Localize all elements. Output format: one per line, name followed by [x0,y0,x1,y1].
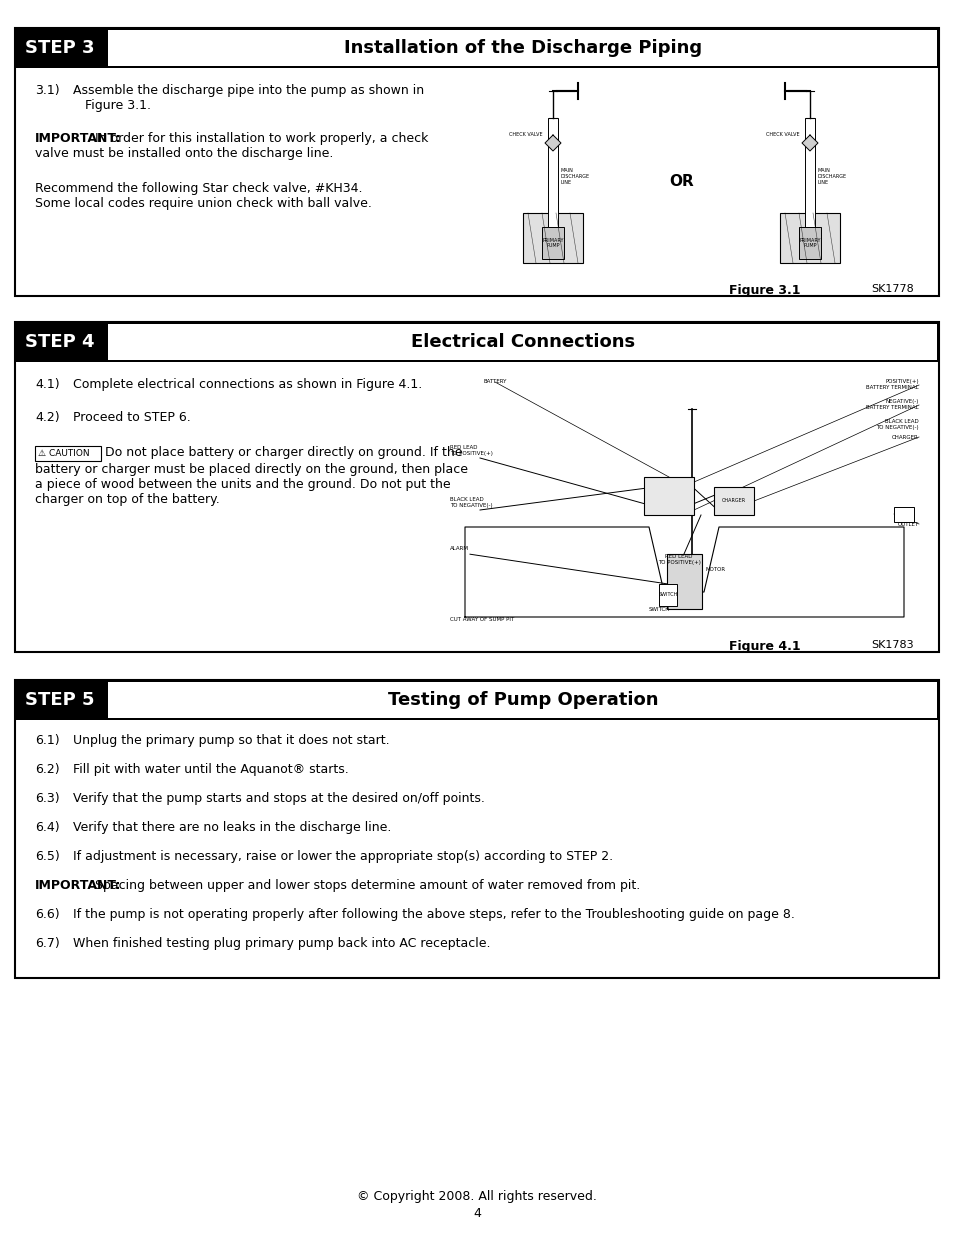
Text: Fill pit with water until the Aquanot® starts.: Fill pit with water until the Aquanot® s… [73,763,349,776]
Text: OUTLET: OUTLET [897,522,918,527]
Text: SWITCH: SWITCH [648,606,669,613]
Text: 6.5): 6.5) [35,850,60,863]
Bar [15,28,938,68]
Bar [108,682,936,718]
Text: 6.7): 6.7) [35,937,60,950]
Text: 6.1): 6.1) [35,734,59,747]
Text: SWITCH: SWITCH [658,593,677,598]
Text: STEP 3: STEP 3 [25,40,94,57]
Bar [643,477,693,515]
Bar [713,487,753,515]
Polygon shape [801,135,817,151]
Text: IMPORTANT:: IMPORTANT: [35,879,121,892]
Bar [522,212,582,263]
Text: battery or charger must be placed directly on the ground, then place: battery or charger must be placed direct… [35,463,468,475]
Text: Recommend the following Star check valve, #KH34.: Recommend the following Star check valve… [35,182,362,195]
Text: Electrical Connections: Electrical Connections [411,333,635,351]
Text: IMPORTANT:: IMPORTANT: [35,132,121,144]
Text: When finished testing plug primary pump back into AC receptacle.: When finished testing plug primary pump … [73,937,490,950]
Text: SK1783: SK1783 [870,640,913,650]
Bar [108,30,936,65]
Text: 6.3): 6.3) [35,792,59,805]
Bar [15,322,938,362]
Text: Installation of the Discharge Piping: Installation of the Discharge Piping [344,40,701,57]
Text: 6.4): 6.4) [35,821,59,834]
Text: CHECK VALVE: CHECK VALVE [765,132,800,137]
Text: Complete electrical connections as shown in Figure 4.1.: Complete electrical connections as shown… [73,378,422,391]
Bar [15,322,938,652]
Text: OR: OR [669,174,694,189]
Text: 3.1): 3.1) [35,84,59,98]
Bar [15,680,938,720]
Text: BATTERY: BATTERY [483,379,506,384]
Text: charger on top of the battery.: charger on top of the battery. [35,493,219,506]
Text: Testing of Pump Operation: Testing of Pump Operation [388,692,659,709]
Text: If adjustment is necessary, raise or lower the appropriate stop(s) according to : If adjustment is necessary, raise or low… [73,850,613,863]
Text: PRIMARY
PUMP: PRIMARY PUMP [799,237,820,248]
Text: CHECK VALVE: CHECK VALVE [509,132,542,137]
Bar [666,555,701,609]
Text: Figure 4.1: Figure 4.1 [728,640,800,653]
Text: BLACK LEAD
TO NEGATIVE(-): BLACK LEAD TO NEGATIVE(-) [876,419,918,430]
Text: MAIN
DISCHARGE
LINE: MAIN DISCHARGE LINE [560,168,590,184]
Text: Proceed to STEP 6.: Proceed to STEP 6. [73,411,191,424]
Text: MAIN
DISCHARGE
LINE: MAIN DISCHARGE LINE [817,168,846,184]
Text: Some local codes require union check with ball valve.: Some local codes require union check wit… [35,198,372,210]
Text: RED LEAD
TO POSITIVE(+): RED LEAD TO POSITIVE(+) [450,445,493,456]
Text: Verify that there are no leaks in the discharge line.: Verify that there are no leaks in the di… [73,821,391,834]
Text: ALARM: ALARM [450,547,469,552]
Text: In order for this installation to work properly, a check: In order for this installation to work p… [91,132,428,144]
Text: Figure 3.1: Figure 3.1 [728,284,800,296]
Text: POSITIVE(+)
BATTERY TERMINAL: POSITIVE(+) BATTERY TERMINAL [865,379,918,390]
Bar [108,324,936,359]
Bar [804,119,814,227]
Text: NEGATIVE(-)
BATTERY TERMINAL: NEGATIVE(-) BATTERY TERMINAL [865,399,918,410]
Bar [547,119,558,227]
Text: a piece of wood between the units and the ground. Do not put the: a piece of wood between the units and th… [35,478,450,492]
Bar [780,212,840,263]
Text: RED LEAD
TO POSITIVE(+): RED LEAD TO POSITIVE(+) [657,555,700,564]
Text: SK1778: SK1778 [870,284,913,294]
Text: BLACK LEAD
TO NEGATIVE(-): BLACK LEAD TO NEGATIVE(-) [450,496,492,508]
Text: If the pump is not operating properly after following the above steps, refer to : If the pump is not operating properly af… [73,908,794,921]
Text: Assemble the discharge pipe into the pump as shown in: Assemble the discharge pipe into the pum… [73,84,424,98]
Bar [35,446,101,461]
Bar [541,227,563,259]
Text: Spacing between upper and lower stops determine amount of water removed from pit: Spacing between upper and lower stops de… [91,879,639,892]
Text: CHARGER: CHARGER [891,435,918,440]
Text: Unplug the primary pump so that it does not start.: Unplug the primary pump so that it does … [73,734,389,747]
Bar [659,584,677,606]
Text: Do not place battery or charger directly on ground. If the: Do not place battery or charger directly… [105,446,462,459]
Text: 6.6): 6.6) [35,908,59,921]
Text: © Copyright 2008. All rights reserved.: © Copyright 2008. All rights reserved. [356,1191,597,1203]
Text: 4.2): 4.2) [35,411,59,424]
Text: Verify that the pump starts and stops at the desired on/off points.: Verify that the pump starts and stops at… [73,792,484,805]
Text: Figure 3.1.: Figure 3.1. [85,99,151,112]
Bar [893,508,913,522]
Text: STEP 4: STEP 4 [25,333,94,351]
Polygon shape [544,135,560,151]
Text: MOTOR: MOTOR [705,567,725,572]
Text: 4.1): 4.1) [35,378,59,391]
Text: STEP 5: STEP 5 [25,692,94,709]
Text: CUT AWAY OF SUMP PIT: CUT AWAY OF SUMP PIT [450,618,514,622]
Text: PRIMARY
PUMP: PRIMARY PUMP [541,237,563,248]
Text: ⚠ CAUTION: ⚠ CAUTION [38,450,90,458]
Text: 4: 4 [473,1207,480,1220]
Bar [15,680,938,978]
Bar [15,28,938,296]
Text: valve must be installed onto the discharge line.: valve must be installed onto the dischar… [35,147,333,161]
Text: 6.2): 6.2) [35,763,59,776]
Text: CHARGER: CHARGER [721,499,745,504]
Bar [799,227,821,259]
